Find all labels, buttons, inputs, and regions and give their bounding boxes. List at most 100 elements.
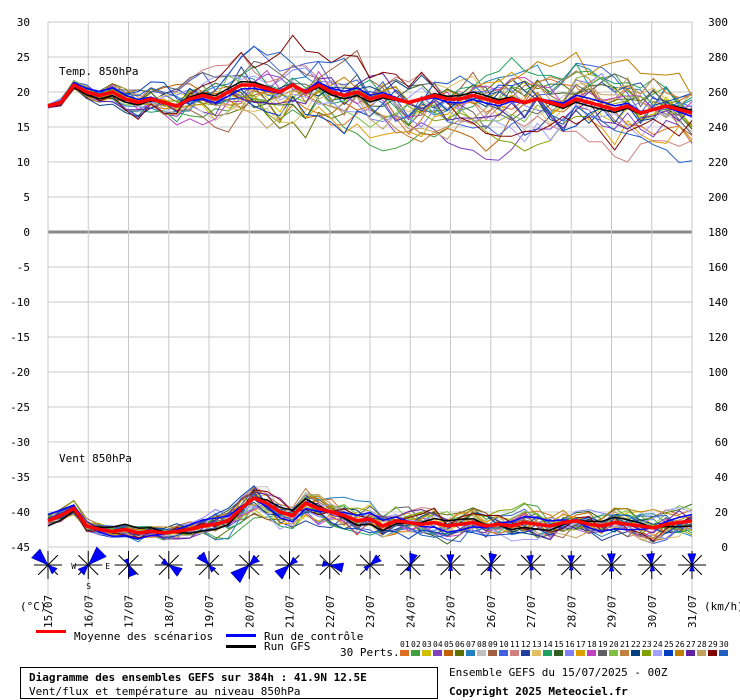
wind-roses: W E S xyxy=(31,546,706,591)
rose-spoke xyxy=(641,554,653,566)
pert-swatch xyxy=(708,650,717,656)
rose-spoke xyxy=(570,564,582,576)
pert-number: 20 xyxy=(609,640,619,649)
rose-spoke xyxy=(319,564,331,576)
pert-number: 21 xyxy=(620,640,630,649)
pert-number: 12 xyxy=(521,640,531,649)
left-tick-label: 25 xyxy=(17,51,30,64)
pert-swatch xyxy=(510,650,519,656)
pert-number: 08 xyxy=(477,640,487,649)
pert-number: 15 xyxy=(554,640,564,649)
pert-number: 10 xyxy=(499,640,509,649)
pert-swatch xyxy=(477,650,486,656)
rose-petal xyxy=(568,564,574,571)
wind-rose xyxy=(678,551,706,579)
wind-rose xyxy=(356,551,384,579)
right-axis-ticks: 3002802602402202001801601401201008060402… xyxy=(708,16,728,554)
rose-petal xyxy=(369,554,382,566)
pert-number: 26 xyxy=(675,640,685,649)
pert-swatch xyxy=(433,650,442,656)
pert-swatch xyxy=(521,650,530,656)
pert-number: 16 xyxy=(565,640,575,649)
pert-temp-line xyxy=(47,34,693,151)
rose-petal xyxy=(526,554,534,566)
rose-spoke xyxy=(399,554,411,566)
rose-spoke xyxy=(37,564,49,576)
rose-spoke xyxy=(238,554,250,566)
rose-petal xyxy=(486,564,493,572)
wind-rose xyxy=(436,551,465,579)
left-tick-label: 15 xyxy=(17,121,30,134)
rose-spoke xyxy=(490,564,502,576)
x-tick-label: 19/07 xyxy=(203,595,216,628)
mean-legend-swatch xyxy=(36,630,66,633)
rose-spoke xyxy=(248,564,260,576)
pert-swatch xyxy=(565,650,574,656)
x-tick-label: 16/07 xyxy=(82,595,95,628)
x-tick-label: 24/07 xyxy=(404,595,417,628)
mean-temp-line xyxy=(47,82,693,115)
left-tick-label: -30 xyxy=(10,436,30,449)
x-tick-label: 18/07 xyxy=(163,595,176,628)
right-tick-label: 140 xyxy=(708,296,728,309)
perturbation-lines xyxy=(47,34,693,545)
left-tick-label: -20 xyxy=(10,366,30,379)
pert-number: 18 xyxy=(587,640,597,649)
rose-spoke xyxy=(641,564,653,576)
left-tick-label: 20 xyxy=(17,86,30,99)
control-legend-label: Run de contrôle xyxy=(264,630,364,643)
x-tick-label: 25/07 xyxy=(445,595,458,628)
pert-swatch xyxy=(719,650,728,656)
rose-spoke xyxy=(651,554,663,566)
left-tick-label: -40 xyxy=(10,506,30,519)
pert-swatch xyxy=(422,650,431,656)
pert-number: 02 xyxy=(411,640,421,649)
rose-petal xyxy=(274,564,291,580)
pert-number: 09 xyxy=(488,640,498,649)
rose-spoke xyxy=(611,564,622,576)
rose-spoke xyxy=(329,554,341,566)
pert-number: 07 xyxy=(466,640,476,649)
rose-petal xyxy=(649,564,656,572)
rose-petal xyxy=(47,564,58,575)
rose-spoke xyxy=(611,554,622,566)
rose-spoke xyxy=(651,564,663,576)
rose-petal xyxy=(31,548,49,566)
rose-spoke xyxy=(198,564,210,576)
rose-spoke xyxy=(691,554,703,566)
rose-spoke xyxy=(289,564,300,576)
wind-rose xyxy=(230,551,264,584)
x-tick-label: 23/07 xyxy=(364,595,377,628)
pert-number: 24 xyxy=(653,640,663,649)
mean-wind-line xyxy=(47,495,693,535)
pert-swatch xyxy=(411,650,420,656)
pert-temp-line xyxy=(47,80,693,135)
pert-number: 13 xyxy=(532,640,542,649)
left-tick-label: 5 xyxy=(23,191,30,204)
pert-swatch xyxy=(499,650,508,656)
control-wind-line xyxy=(47,498,693,540)
right-tick-label: 0 xyxy=(721,541,728,554)
pert-swatch xyxy=(697,650,706,656)
right-tick-label: 40 xyxy=(715,471,728,484)
pert-number: 04 xyxy=(433,640,443,649)
pert-swatch xyxy=(587,650,596,656)
rose-petal xyxy=(329,562,344,573)
rose-spoke xyxy=(681,554,693,566)
pert-swatch xyxy=(400,650,409,656)
rose-spoke xyxy=(691,564,703,576)
pert-number: 03 xyxy=(422,640,432,649)
pert-swatch xyxy=(686,650,695,656)
pert-number: 28 xyxy=(697,640,707,649)
pert-number: 19 xyxy=(598,640,608,649)
rose-spoke xyxy=(530,554,542,566)
left-tick-label: 0 xyxy=(23,226,30,239)
wind-rose xyxy=(315,551,344,579)
rose-petal xyxy=(196,551,210,566)
chart-subtitle: Vent/flux et température au niveau 850hP… xyxy=(29,685,301,698)
rose-petal xyxy=(646,553,655,566)
right-axis-unit: (km/h) xyxy=(704,600,740,613)
left-tick-label: -25 xyxy=(10,401,30,414)
rose-spoke xyxy=(490,554,502,566)
rose-spoke xyxy=(128,554,139,566)
